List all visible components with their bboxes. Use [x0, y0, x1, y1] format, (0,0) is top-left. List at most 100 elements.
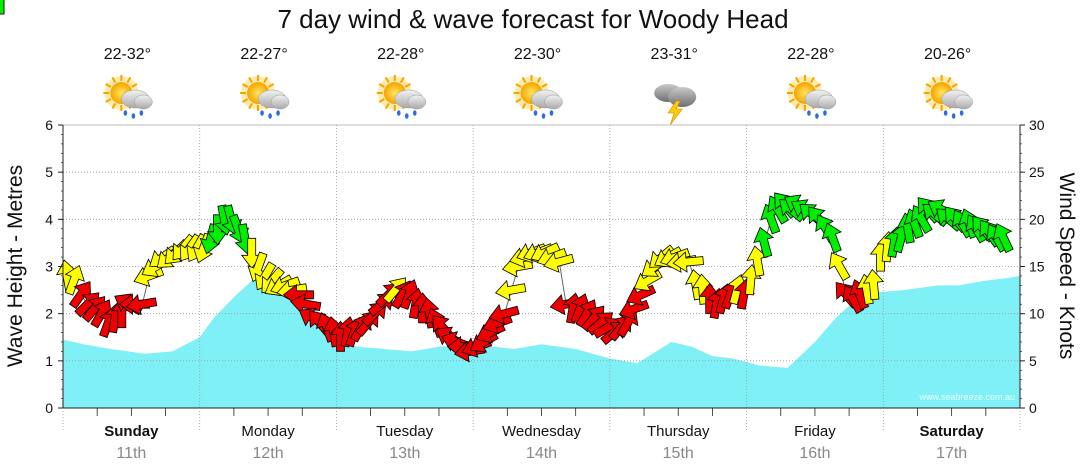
- wind-arrow-shape: [125, 294, 158, 316]
- raindrop: [404, 113, 409, 119]
- wind-arrow-shape: [828, 252, 851, 282]
- sun-cloud-rain-icon: [103, 75, 153, 119]
- day-label: Thursday: [647, 423, 710, 440]
- wind-arrow-shape: [543, 252, 575, 273]
- temperature-range: 23-31°: [651, 46, 698, 63]
- temperature-range: 22-27°: [240, 46, 287, 63]
- wind-arrow-shape: [0, 0, 5, 15]
- sun-ray: [788, 98, 796, 103]
- cloud: [407, 94, 427, 110]
- raindrop: [541, 113, 546, 119]
- sun-ray: [384, 102, 390, 110]
- y-tick-label-right: 5: [1029, 353, 1037, 369]
- raindrop: [943, 110, 948, 116]
- raindrop: [139, 110, 144, 116]
- date-label: 15th: [663, 445, 694, 462]
- sun-ray: [131, 83, 138, 88]
- sun-ray: [378, 98, 385, 103]
- day-label: Monday: [241, 423, 295, 440]
- raindrop: [396, 110, 401, 116]
- wind-arrow: [672, 251, 704, 273]
- sun-ray: [241, 98, 249, 103]
- y-tick-label-right: 10: [1029, 306, 1045, 322]
- day-label: Friday: [794, 423, 836, 440]
- wind-arrow: [64, 264, 85, 296]
- sun-ray: [946, 76, 952, 84]
- wind-arrow-shape: [753, 226, 775, 258]
- day-label: Sunday: [104, 423, 159, 440]
- temperature-range: 22-28°: [787, 46, 834, 63]
- temperature-range: 22-28°: [377, 46, 424, 63]
- cloud: [544, 94, 563, 110]
- date-label: 17th: [936, 445, 967, 462]
- sun-ray: [925, 83, 932, 88]
- sun-ray: [536, 76, 542, 84]
- raindrop: [823, 110, 827, 116]
- sun-ray: [951, 83, 958, 88]
- sun-ray: [925, 98, 932, 103]
- raindrop: [533, 110, 538, 116]
- y-tick-label-right: 20: [1029, 211, 1045, 227]
- sun-cloud-rain-icon: [923, 75, 973, 119]
- temperature-range: 20-26°: [924, 46, 971, 63]
- sun-ray: [105, 83, 112, 88]
- wind-arrow: [862, 268, 885, 301]
- sun-ray: [521, 102, 527, 110]
- temperature-range: 22-32°: [104, 46, 151, 63]
- day-label: Tuesday: [376, 423, 433, 440]
- sun-ray: [399, 76, 405, 84]
- sun-ray: [378, 83, 385, 88]
- date-label: 16th: [799, 445, 830, 462]
- sun-ray: [931, 76, 937, 84]
- date-label: 14th: [526, 445, 557, 462]
- storm-cloud-icon: [654, 84, 697, 126]
- wind-arrow: [543, 252, 575, 273]
- chart-title: 7 day wind & wave forecast for Woody Hea…: [277, 4, 788, 34]
- sun-ray: [788, 83, 796, 88]
- wind-arrow: [828, 252, 851, 282]
- sun-ray: [263, 76, 268, 84]
- raindrop: [123, 110, 128, 116]
- y-axis-right-label: Wind Speed - Knots: [1055, 173, 1078, 360]
- raindrop: [807, 110, 811, 116]
- sun-cloud-rain-icon: [240, 75, 290, 119]
- raindrop: [549, 110, 554, 116]
- raindrop: [260, 110, 264, 116]
- sun-cloud-rain-icon: [376, 75, 427, 119]
- sun-ray: [241, 83, 249, 88]
- y-tick-label-left: 4: [45, 211, 53, 227]
- day-forecast-headers: 22-32° 22-27° 22-28° 22-30° 23-31° 22-28° 20-2…: [103, 46, 973, 126]
- chart-axes: 0 1 2 3 4 5 6 0 5 10 15 20 25 30: [45, 117, 1045, 430]
- sun-ray: [267, 83, 275, 88]
- wind-arrow: [753, 226, 775, 258]
- sun-ray: [795, 102, 800, 110]
- sun-ray: [111, 76, 117, 84]
- sun-ray: [111, 102, 117, 110]
- sun-ray: [814, 83, 822, 88]
- wind-arrow-shape: [992, 223, 1014, 254]
- y-tick-label-left: 6: [45, 117, 53, 133]
- day-label: Wednesday: [502, 423, 581, 440]
- wind-arrow-shape: [64, 264, 85, 296]
- sun-ray: [515, 83, 522, 88]
- x-axis-day-labels: Sunday 11th Monday 12th Tuesday 13th Wednesday…: [104, 423, 984, 462]
- y-tick-label-right: 30: [1029, 117, 1045, 133]
- credit-watermark: www.seabreeze.com.au: [918, 392, 1015, 402]
- raindrop: [959, 110, 964, 116]
- lightning-bolt: [667, 100, 683, 126]
- sun-ray: [248, 102, 253, 110]
- wind-arrow-shape: [494, 279, 527, 302]
- y-tick-label-left: 2: [45, 306, 53, 322]
- wind-arrow: [125, 294, 158, 316]
- y-tick-label-right: 25: [1029, 164, 1045, 180]
- y-tick-label-left: 1: [45, 353, 53, 369]
- wind-arrow: [0, 0, 5, 15]
- wind-arrow: [133, 266, 165, 287]
- cloud: [817, 94, 837, 110]
- date-label: 12th: [253, 445, 284, 462]
- sun-cloud-rain-icon: [786, 75, 837, 119]
- y-axis-left-label: Wave Height - Metres: [4, 165, 27, 367]
- sun-ray: [126, 76, 132, 84]
- wind-arrows: [0, 0, 1014, 363]
